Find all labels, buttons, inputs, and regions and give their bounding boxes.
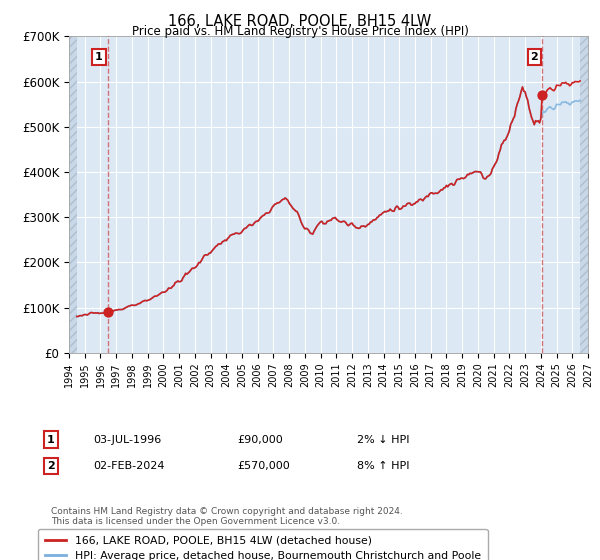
Text: Price paid vs. HM Land Registry's House Price Index (HPI): Price paid vs. HM Land Registry's House … [131, 25, 469, 38]
Bar [69, 36, 77, 353]
Point [538, 91, 547, 100]
Text: 8% ↑ HPI: 8% ↑ HPI [357, 461, 409, 471]
Point [104, 307, 113, 316]
Text: 2: 2 [47, 461, 55, 471]
Text: 02-FEB-2024: 02-FEB-2024 [93, 461, 164, 471]
Text: 1: 1 [95, 52, 103, 62]
Text: 2% ↓ HPI: 2% ↓ HPI [357, 435, 409, 445]
Text: Contains HM Land Registry data © Crown copyright and database right 2024.
This d: Contains HM Land Registry data © Crown c… [51, 507, 403, 526]
Text: 2: 2 [530, 52, 538, 62]
Text: 03-JUL-1996: 03-JUL-1996 [93, 435, 161, 445]
Text: £90,000: £90,000 [237, 435, 283, 445]
Legend: 166, LAKE ROAD, POOLE, BH15 4LW (detached house), HPI: Average price, detached h: 166, LAKE ROAD, POOLE, BH15 4LW (detache… [38, 529, 488, 560]
Text: 1: 1 [47, 435, 55, 445]
Text: £570,000: £570,000 [237, 461, 290, 471]
Text: 166, LAKE ROAD, POOLE, BH15 4LW: 166, LAKE ROAD, POOLE, BH15 4LW [169, 14, 431, 29]
Bar [580, 36, 588, 353]
